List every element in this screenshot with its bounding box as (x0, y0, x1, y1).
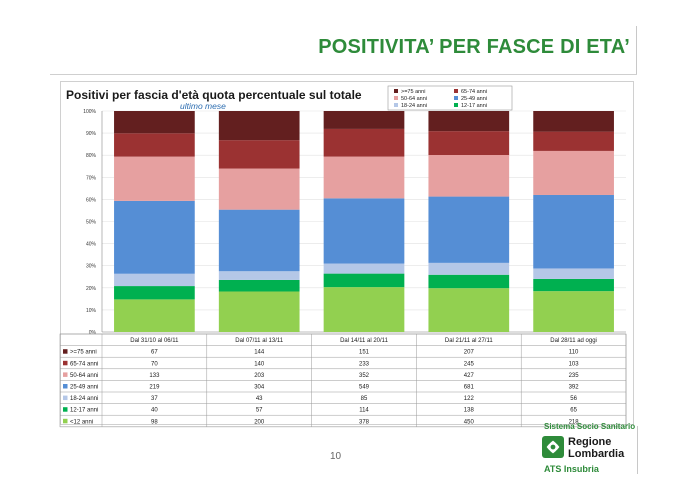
regione-lombardia-icon (542, 436, 564, 458)
chart-subtitle: ultimo mese (180, 101, 226, 111)
chart-title: Positivi per fascia d'età quota percentu… (66, 88, 362, 102)
page-number: 10 (330, 451, 342, 462)
chart-container (60, 81, 634, 425)
title-divider-horizontal (50, 74, 637, 75)
ats-insubria-logo: Sistema Socio Sanitario Regione Lombardi… (540, 422, 640, 478)
logo-region-line1: Regione (568, 436, 612, 448)
title-divider-vertical (636, 26, 637, 74)
logo-ats-text: ATS Insubria (544, 464, 599, 474)
slide-title: POSITIVITA’ PER FASCE DI ETA’ (318, 36, 630, 58)
logo-region-line2: Lombardia (568, 448, 625, 460)
logo-system-text: Sistema Socio Sanitario (544, 422, 636, 431)
logo-divider (637, 426, 638, 474)
